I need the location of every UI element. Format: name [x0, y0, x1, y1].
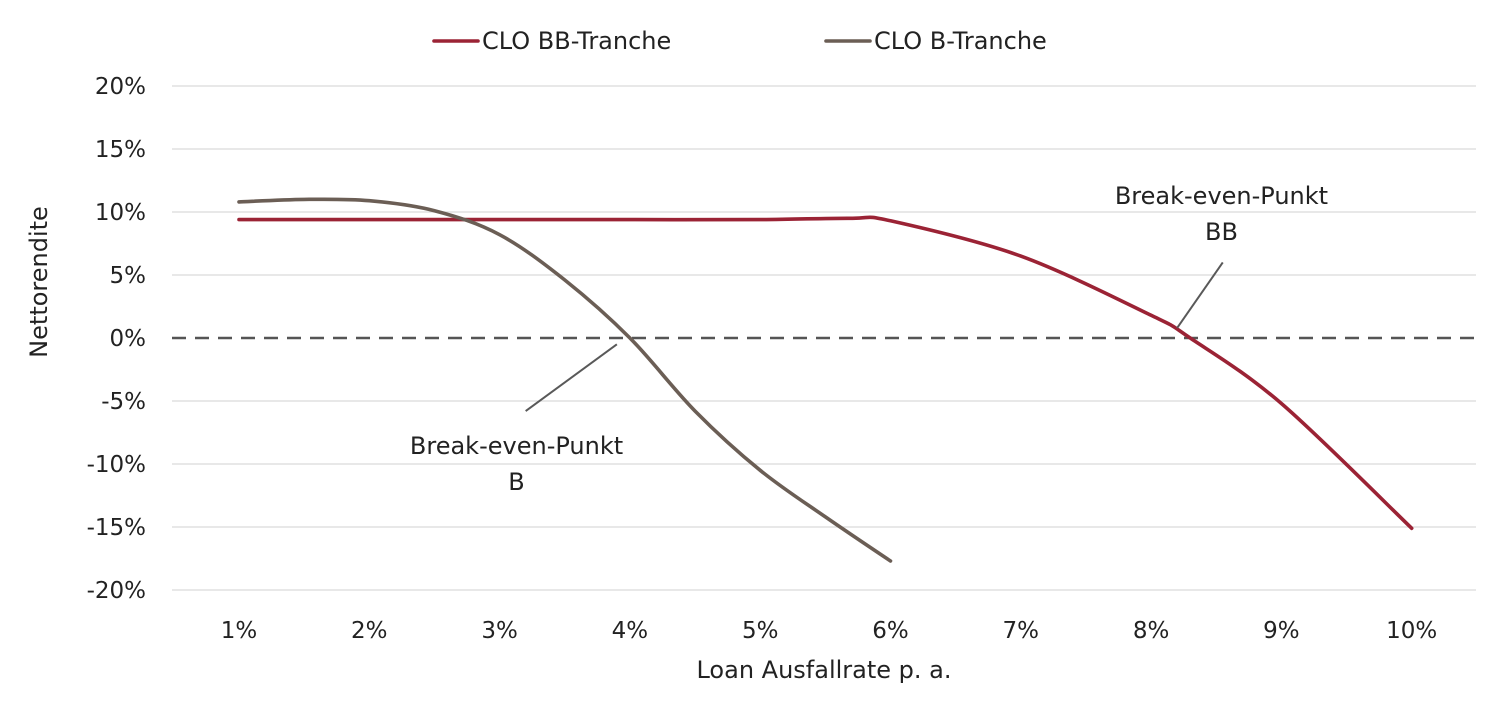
x-tick-label: 6%	[872, 618, 909, 644]
annotation-leader-line	[525, 343, 618, 412]
series-line-clo-b-tranche	[237, 197, 893, 563]
y-axis-title: Nettorendite	[25, 206, 53, 358]
x-tick-label: 10%	[1386, 618, 1437, 644]
x-tick-label: 1%	[221, 618, 258, 644]
annotation-leader-line	[1176, 261, 1224, 329]
x-axis-title: Loan Ausfallrate p. a.	[696, 656, 951, 684]
annotation-label: BB	[1205, 218, 1238, 246]
annotation-label: B	[508, 468, 524, 496]
x-tick-label: 9%	[1263, 618, 1300, 644]
y-tick-label: -20%	[87, 578, 146, 604]
y-tick-label: 5%	[110, 263, 147, 289]
x-tick-label: 2%	[351, 618, 388, 644]
y-tick-label: -15%	[87, 515, 146, 541]
annotation-label: Break-even-Punkt	[1115, 182, 1328, 210]
legend-label: CLO BB-Tranche	[482, 27, 671, 55]
grid-lines	[172, 85, 1476, 591]
annotations: Break-even-Punkt B Break-even-Punkt BB	[410, 182, 1328, 496]
y-tick-label: -10%	[87, 452, 146, 478]
y-tick-label: 0%	[110, 326, 147, 352]
legend: CLO BB-Tranche CLO B-Tranche	[432, 27, 1047, 55]
y-tick-label: 10%	[95, 200, 146, 226]
y-tick-label: 20%	[95, 74, 146, 100]
x-tick-label: 4%	[612, 618, 649, 644]
x-tick-label: 8%	[1133, 618, 1170, 644]
x-tick-label: 3%	[481, 618, 518, 644]
y-axis-ticks: 20% 15% 10% 5% 0% -5% -10% -15% -20%	[87, 74, 146, 604]
y-tick-label: -5%	[101, 389, 146, 415]
series-line-clo-bb-tranche	[237, 215, 1414, 531]
annotation-label: Break-even-Punkt	[410, 432, 623, 460]
x-axis-ticks: 1% 2% 3% 4% 5% 6% 7% 8% 9% 10%	[221, 618, 1438, 644]
series-lines	[237, 197, 1414, 563]
legend-label: CLO B-Tranche	[874, 27, 1047, 55]
y-tick-label: 15%	[95, 137, 146, 163]
x-tick-label: 7%	[1003, 618, 1040, 644]
x-tick-label: 5%	[742, 618, 779, 644]
